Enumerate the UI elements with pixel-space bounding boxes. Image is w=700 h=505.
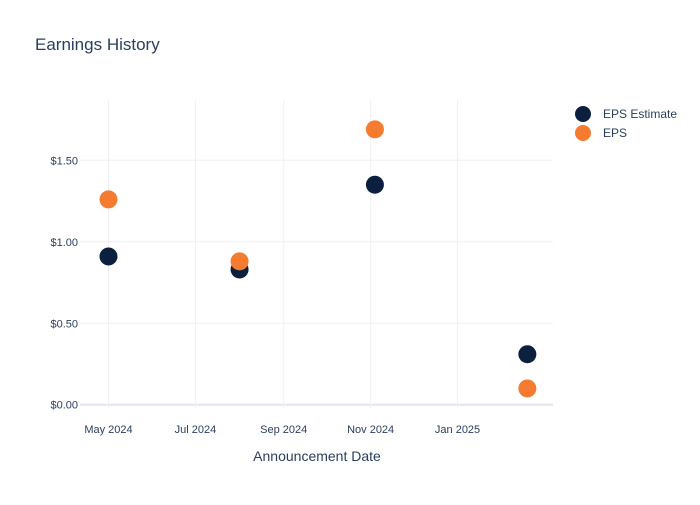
data-points xyxy=(99,120,537,398)
eps-point xyxy=(365,120,384,139)
x-axis-title: Announcement Date xyxy=(253,448,381,464)
grid-lines xyxy=(80,100,553,408)
chart-title: Earnings History xyxy=(35,35,160,54)
axes: $0.00 $0.50 $1.00 $1.50 May 2024 Jul 2024 Sep … xyxy=(50,155,480,436)
eps-estimate-point xyxy=(518,345,537,364)
x-tick-label: Sep 2024 xyxy=(260,424,307,436)
legend[interactable]: EPS Estimate EPS xyxy=(575,106,677,141)
eps-point xyxy=(99,190,118,209)
x-tick-label: Jan 2025 xyxy=(435,424,480,436)
y-tick-label: $1.00 xyxy=(50,237,78,249)
eps-point xyxy=(230,252,249,271)
y-tick-label: $0.50 xyxy=(50,318,78,330)
y-tick-label: $1.50 xyxy=(50,155,78,167)
eps-estimate-point xyxy=(365,175,384,194)
x-tick-label: May 2024 xyxy=(84,424,132,436)
legend-marker-eps-estimate xyxy=(575,106,591,122)
legend-marker-eps xyxy=(575,125,591,141)
legend-label-eps: EPS xyxy=(603,126,627,140)
eps-point xyxy=(518,379,537,398)
x-tick-label: Nov 2024 xyxy=(347,424,394,436)
legend-label-eps-estimate: EPS Estimate xyxy=(603,107,677,121)
y-tick-label: $0.00 xyxy=(50,400,78,412)
eps-estimate-point xyxy=(99,247,118,266)
x-tick-label: Jul 2024 xyxy=(175,424,217,436)
